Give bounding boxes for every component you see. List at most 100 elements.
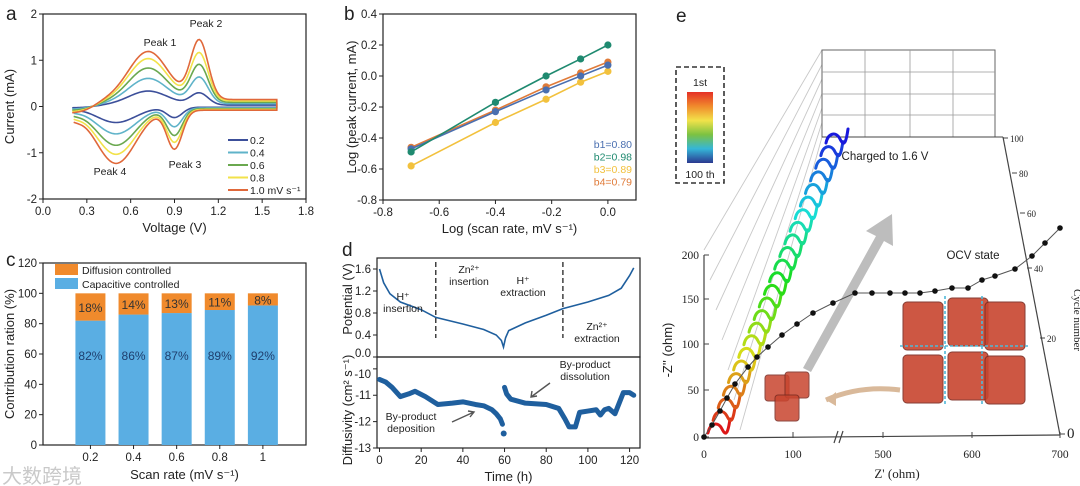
x-tick-label: 60 — [498, 455, 511, 467]
text-line: H⁺ — [516, 275, 530, 287]
y-tick-label: -2 — [27, 194, 37, 206]
data-point — [491, 98, 500, 106]
legend-label: 1.0 mV s⁻¹ — [250, 185, 301, 197]
y-tick-label: 20 — [24, 410, 37, 422]
data-point — [577, 72, 585, 80]
arrow-head-icon — [826, 392, 836, 406]
x-tick-label: -0.4 — [486, 207, 506, 219]
x-tick-label: 40 — [456, 455, 469, 467]
text-line: insertion — [383, 303, 423, 315]
y-tick-label: -0.8 — [357, 195, 377, 207]
z-axis-line — [1002, 136, 1061, 436]
nyquist-curve — [732, 354, 758, 372]
y-tick-label: 50 — [688, 385, 700, 397]
colorbar — [687, 92, 713, 163]
ocv-point — [701, 434, 707, 440]
ocv-point — [992, 273, 998, 279]
y-tick-label: 0 — [31, 102, 37, 114]
y-axis-label: Log (peak current, mA) — [344, 41, 359, 174]
y-tick-label: 1.2 — [355, 286, 371, 298]
x-tick-label: 120 — [620, 455, 639, 467]
bar-label-capacitive: 82% — [78, 349, 102, 363]
nyquist-curve — [762, 278, 788, 296]
nyquist-curve — [798, 190, 824, 208]
ocv-point — [765, 344, 771, 350]
ocv-point — [810, 310, 816, 316]
annotation-charged: Charged to 1.6 V — [842, 151, 929, 163]
x-tick-label: 600 — [963, 449, 981, 461]
y-tick-label: 100 — [18, 288, 37, 300]
nyquist-curve — [757, 291, 783, 309]
legend-label: 0.2 — [250, 135, 265, 147]
y-tick-label: 120 — [18, 258, 37, 270]
ocv-point — [779, 332, 785, 338]
ocv-point — [917, 290, 923, 296]
grid-line — [703, 49, 823, 251]
diffusivity-plot-area — [376, 356, 641, 449]
bar-diffusion — [118, 293, 149, 315]
data-point — [491, 118, 500, 127]
diffusivity-curve — [502, 384, 637, 430]
x-tick-label: 100 — [784, 449, 802, 461]
grid-line — [709, 64, 823, 281]
nyquist-curve — [793, 203, 819, 221]
x-tick-label: 0.2 — [82, 452, 98, 464]
z-tick-label: 80 — [1019, 169, 1029, 179]
z-tick-label: 40 — [1034, 264, 1044, 274]
b-value-label: b2=0.98 — [594, 152, 632, 164]
y-axis-label: Current (mA) — [2, 69, 17, 144]
bar-capacitive — [161, 313, 192, 445]
ocv-point — [1012, 266, 1018, 272]
watermark-logo: 大数跨境 — [2, 465, 82, 486]
bar-label-diffusion: 13% — [165, 297, 189, 311]
nyquist-curve — [773, 253, 799, 271]
bar-diffusion — [204, 293, 235, 311]
grid-line — [727, 107, 823, 371]
data-point — [542, 95, 550, 103]
x-axis-label: Voltage (V) — [142, 220, 206, 235]
y-tick-label: 200 — [682, 250, 700, 262]
x-tick-label: -0.8 — [373, 207, 393, 219]
nyquist-curve — [742, 329, 768, 347]
y-tick-label: 1 — [31, 55, 37, 67]
data-point — [407, 148, 415, 156]
nyquist-curve — [752, 304, 778, 322]
x-tick-label: 0.9 — [167, 206, 183, 218]
legend-label: 0.8 — [250, 173, 265, 185]
y-tick-label: 80 — [24, 319, 37, 331]
z-tick-label: 100 — [1010, 134, 1024, 144]
x-tick-label: 500 — [874, 449, 892, 461]
y-tick-label: 0.0 — [361, 71, 377, 83]
x-tick-label: 0.8 — [212, 452, 228, 464]
region-label: H⁺ extraction — [500, 275, 546, 299]
ocv-point — [1057, 225, 1063, 231]
x-axis-line — [703, 434, 1061, 439]
y-tick-label: 60 — [24, 349, 37, 361]
x-tick-label: 0.3 — [79, 206, 95, 218]
nyquist-curve — [809, 165, 835, 183]
ocv-point — [754, 354, 760, 360]
diffusivity-curve — [377, 376, 505, 427]
z-axis-label: Cycle number — [1071, 289, 1080, 351]
y-tick-label: 40 — [24, 379, 37, 391]
impedance-3d-plot: 0 50 100 150 200 0 100 500 600 700 0 20 40 60 80 100 Z' … — [675, 49, 1080, 481]
x-axis-label: Time (h) — [485, 469, 533, 484]
x-axis-label: Z' (ohm) — [874, 466, 919, 481]
b-value-label: b4=0.79 — [594, 177, 632, 189]
crystal-block — [902, 354, 944, 404]
text-line: extraction — [574, 333, 620, 345]
x-tick-label: 1 — [260, 452, 266, 464]
text-line: dissolution — [560, 371, 610, 383]
bar-label-capacitive: 92% — [251, 349, 275, 363]
legend-label: 0.6 — [250, 160, 265, 172]
y-axis-label-potential: Potential (V) — [340, 263, 355, 335]
z-tick-label: 60 — [1027, 209, 1037, 219]
x-tick-label: -0.2 — [542, 207, 562, 219]
nyquist-curve — [768, 266, 794, 284]
y-tick-label: -0.6 — [357, 164, 377, 176]
x-tick-label: 0.0 — [35, 206, 51, 218]
ocv-point — [887, 290, 893, 296]
x-tick-label: 1.8 — [298, 206, 314, 218]
x-tick-label: 700 — [1051, 449, 1069, 461]
